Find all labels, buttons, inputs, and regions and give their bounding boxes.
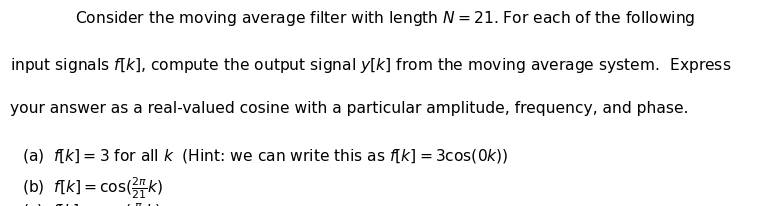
Text: (a)  $f[k] = 3$ for all $k$  (Hint: we can write this as $f[k] = 3\cos(0k)$): (a) $f[k] = 3$ for all $k$ (Hint: we can… (22, 147, 508, 165)
Text: (b)  $f[k] = \cos(\frac{2\pi}{21}k)$: (b) $f[k] = \cos(\frac{2\pi}{21}k)$ (22, 176, 162, 201)
Text: (c)  $f[k] = \cos(\frac{\pi}{11}k)$: (c) $f[k] = \cos(\frac{\pi}{11}k)$ (22, 202, 161, 206)
Text: your answer as a real-valued cosine with a particular amplitude, frequency, and : your answer as a real-valued cosine with… (10, 101, 688, 116)
Text: input signals $f[k]$, compute the output signal $y[k]$ from the moving average s: input signals $f[k]$, compute the output… (10, 56, 732, 75)
Text: Consider the moving average filter with length $N = 21$. For each of the followi: Consider the moving average filter with … (75, 9, 695, 28)
